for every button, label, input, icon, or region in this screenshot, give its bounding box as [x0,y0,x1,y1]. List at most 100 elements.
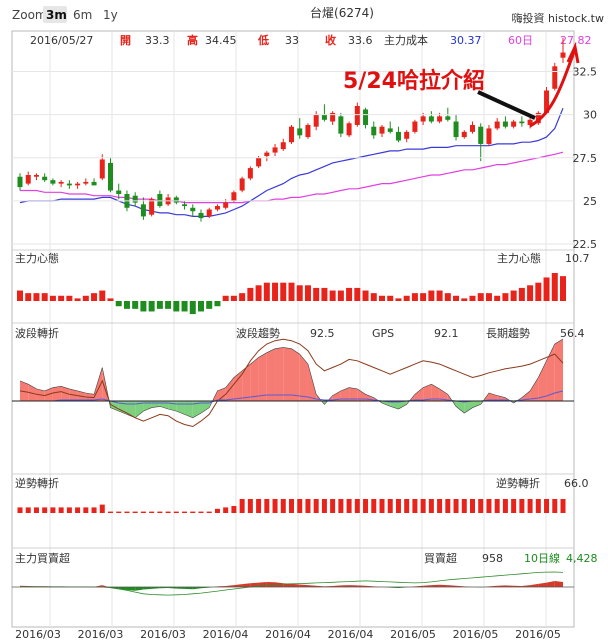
mood-bar [379,295,385,301]
counter-bar [58,507,64,513]
mood-bar [247,287,254,301]
mood-bar [543,277,550,301]
counter-bar [173,511,179,513]
candle-body [428,116,434,122]
candle-body [445,116,451,120]
x-tick-label: 2016/03 [140,628,186,641]
mood-bar [370,293,377,301]
mood-bar [453,295,460,301]
counter-bar [280,499,286,513]
close-label: 收 [325,33,336,47]
x-tick-label: 2016/05 [390,628,436,641]
buysell-area [291,583,300,587]
candle-body [157,193,163,207]
candle-body [404,131,410,139]
wave-trend-area [258,352,267,401]
wave-trend-area [431,384,440,401]
counter-bar [239,499,245,513]
counter-bar [157,511,163,513]
wave-trend-area [472,401,481,408]
counter-bar [198,511,204,513]
mood-bar [329,290,336,301]
buysell-area [521,585,531,587]
candle-body [231,192,237,201]
wave-turn-panel [12,338,574,428]
buysell-area [538,582,547,587]
candle-body [330,112,336,122]
buysell-area [340,585,350,587]
mood-bar [198,301,204,312]
p3-c-value: 56.4 [560,327,585,340]
wave-trend-area [382,401,391,407]
mood-bar [206,301,213,309]
zoom-3m-button[interactable]: 3m [46,8,67,22]
mood-bar [387,295,394,301]
wave-trend-area [275,347,284,401]
counter-bar [289,499,294,513]
counter-bar [305,499,311,513]
mood-bar [74,298,81,301]
counter-bar [182,511,188,513]
candle-body [470,124,475,132]
p3-a-value: 92.5 [310,327,335,340]
mood-bar [272,282,279,301]
candle-body [116,190,122,194]
counter-bar [140,511,146,513]
x-tick-label: 2016/05 [515,628,561,641]
candle-body [75,183,81,186]
low-value: 33 [285,34,299,47]
wave-trend-area [554,339,563,401]
counter-bar [363,499,369,513]
x-tick-label: 2016/03 [78,628,124,641]
candle-body [58,181,64,184]
open-value: 33.3 [145,34,170,47]
mood-bar [313,287,320,301]
mood-bar [477,293,484,301]
buysell-area [447,585,457,587]
zoom-3m-highlight[interactable] [43,6,67,23]
buysell-area [192,587,201,590]
zoom-1y-button[interactable]: 1y [103,8,118,22]
counter-bar [124,511,130,513]
mood-bar [123,301,130,309]
wave-trend-area [299,354,308,401]
mood-bar [280,282,287,301]
counter-bar [214,508,220,513]
x-tick-label: 2016/04 [203,628,249,641]
candle-body [149,199,155,215]
candle-body [453,121,459,138]
counter-trend-panel: 逆勢轉折 逆勢轉折 66.0 [15,476,589,513]
mood-bar [296,285,303,301]
wave-trend-outline [19,338,564,419]
mood-bar [17,290,23,301]
mood-bar [428,290,435,301]
mood-bar [189,301,196,315]
info-bar: 2016/05/27 開 33.3 高 34.45 低 33 收 33.6 主力… [30,33,592,47]
candle-body [198,212,204,219]
mood-bar [173,301,180,312]
counter-bar [330,499,336,513]
zoom-6m-button[interactable]: 6m [73,8,92,22]
wave-trend-area [283,347,292,401]
wave-trend-area [530,377,539,401]
wave-trend-area [423,384,432,401]
mood-bar [132,301,139,309]
counter-bar [470,499,475,513]
counter-bar [66,507,72,513]
wave-turn-labels: 波段轉折 波段趨勢 92.5 GPS 92.1 長期趨勢 56.4 [15,326,585,340]
buysell-area [530,583,539,587]
buysell-area [299,584,308,587]
mood-bar [502,293,509,301]
candle-body [108,162,113,191]
buysell-area [118,587,127,591]
mood-bar [560,276,566,301]
buysell-area [546,581,555,587]
high-value: 34.45 [205,34,237,47]
wave-trend-area [201,401,210,414]
counter-bar [132,511,138,513]
wave-trend-area [176,401,185,415]
candle-body [552,66,558,89]
candle-body [305,124,311,138]
counter-bar [428,499,434,513]
mood-bar [58,295,65,301]
